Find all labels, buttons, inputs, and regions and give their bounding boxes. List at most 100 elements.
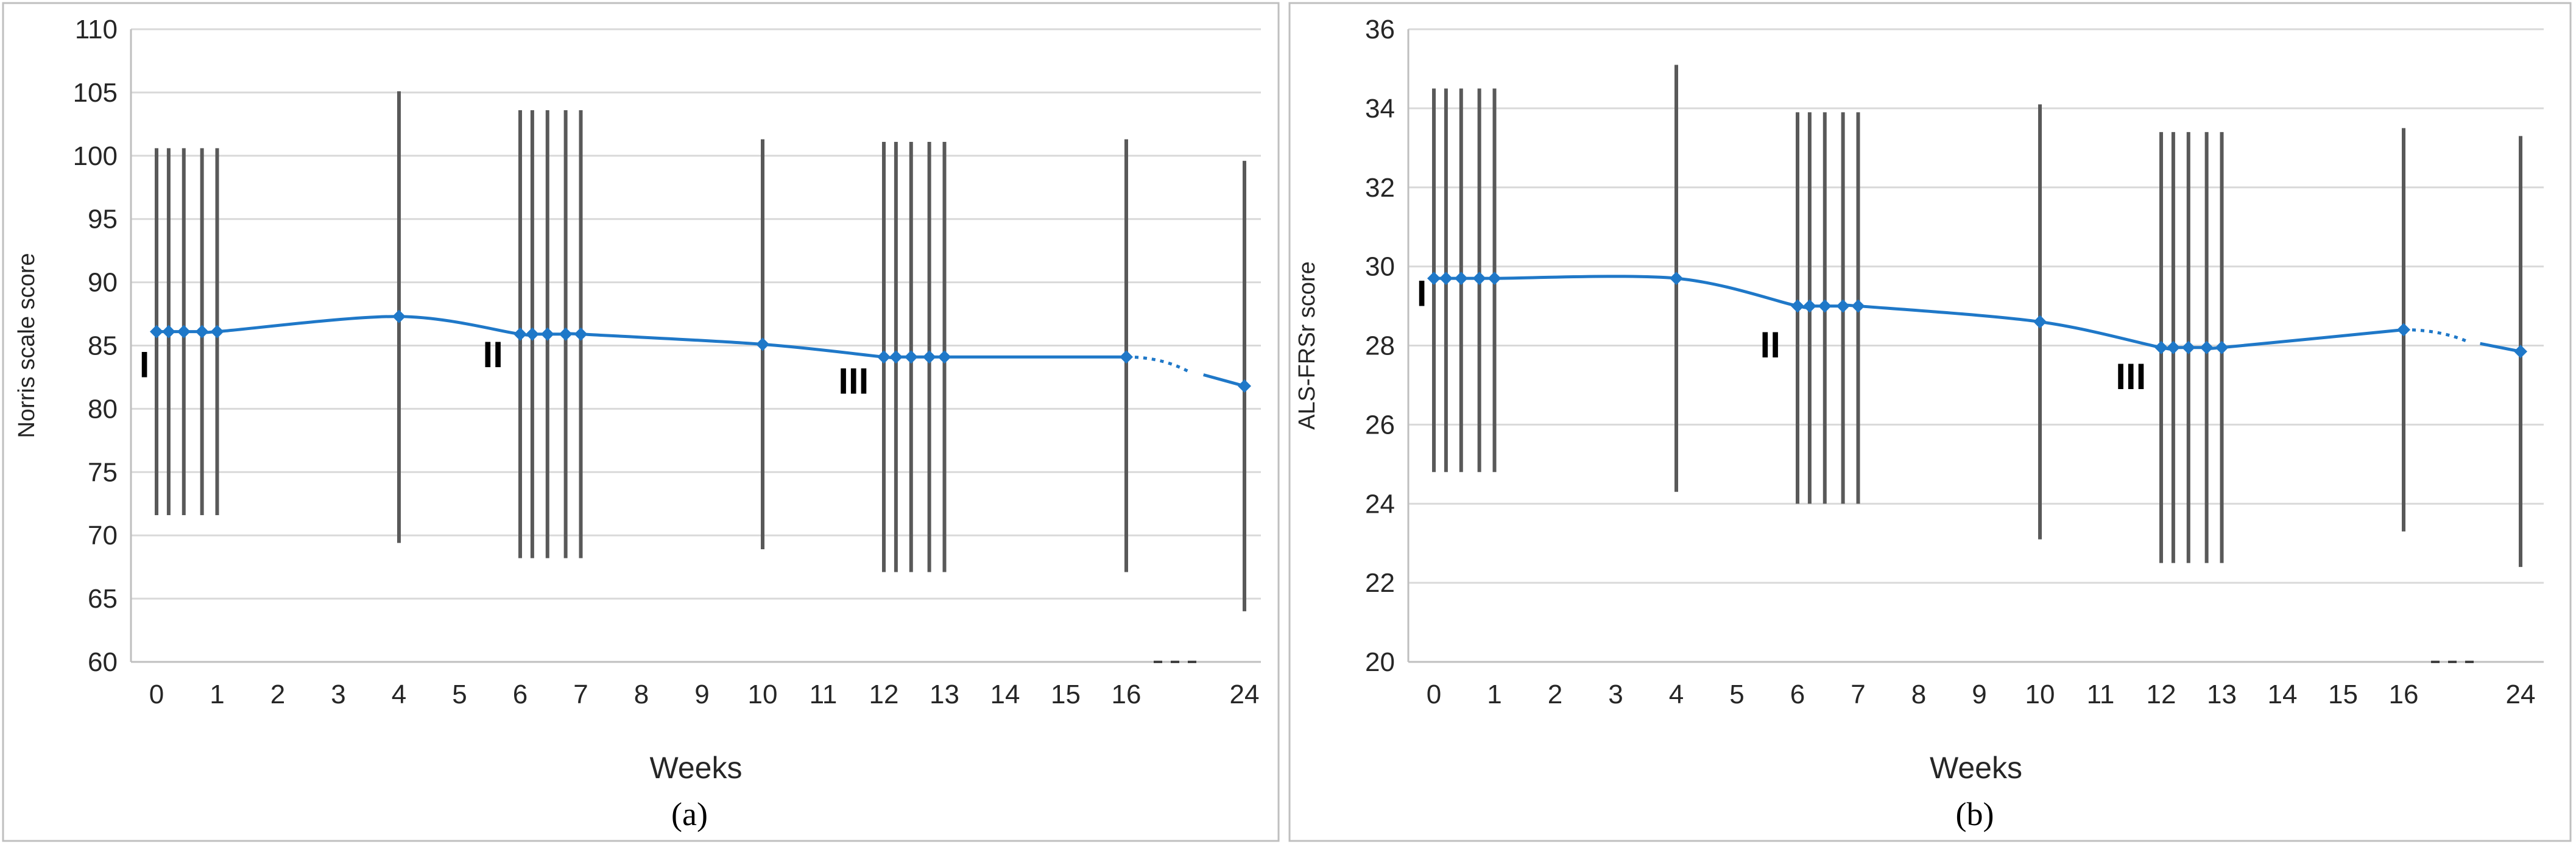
y-tick-label: 105 <box>73 78 118 108</box>
data-point <box>1487 272 1501 286</box>
data-point <box>1851 299 1865 313</box>
x-tick-label: 6 <box>513 680 528 709</box>
panel-border <box>1288 2 2572 842</box>
data-point <box>525 327 539 341</box>
data-point <box>177 325 191 339</box>
data-point <box>559 327 573 341</box>
y-tick-label: 24 <box>1365 489 1395 519</box>
y-tick-label: 30 <box>1365 252 1395 282</box>
x-tick-label: 16 <box>1112 680 1142 709</box>
data-point <box>2397 323 2410 337</box>
data-point <box>2033 315 2047 329</box>
data-point <box>161 325 175 339</box>
phase-label: III <box>838 360 869 401</box>
x-tick-label: 13 <box>2207 680 2237 709</box>
y-tick-label: 28 <box>1365 331 1395 361</box>
x-tick-label: 24 <box>2506 680 2536 709</box>
x-tick-label: 8 <box>1911 680 1926 709</box>
data-point <box>922 350 936 364</box>
data-point <box>1802 299 1816 313</box>
x-tick-label: 14 <box>990 680 1020 709</box>
x-tick-label: 2 <box>1548 680 1562 709</box>
x-tick-label: 0 <box>1427 680 1441 709</box>
data-point <box>1836 299 1850 313</box>
data-point <box>392 309 406 323</box>
x-tick-label: 10 <box>2025 680 2055 709</box>
phase-label: I <box>1417 273 1427 314</box>
y-tick-label: 60 <box>88 647 118 677</box>
y-tick-label: 22 <box>1365 568 1395 598</box>
y-tick-label: 95 <box>88 205 118 234</box>
series-line-break <box>1126 355 1192 374</box>
x-tick-label: 11 <box>810 680 838 709</box>
y-tick-label: 85 <box>88 331 118 361</box>
x-tick-label: 9 <box>694 680 709 709</box>
y-tick-label: 100 <box>73 141 118 171</box>
series-line-tail <box>2480 342 2521 353</box>
x-tick-label: 5 <box>452 680 467 709</box>
x-tick-label: 9 <box>1972 680 1986 709</box>
data-point <box>1238 379 1251 393</box>
x-tick-label: 11 <box>2087 680 2115 709</box>
data-point <box>2215 340 2229 354</box>
x-tick-label: 12 <box>869 680 899 709</box>
y-tick-label: 90 <box>88 268 118 298</box>
x-axis-title: Weeks <box>650 751 743 785</box>
data-point <box>1818 299 1832 313</box>
x-tick-label: 14 <box>2268 680 2298 709</box>
x-tick-label: 4 <box>392 680 406 709</box>
data-point <box>2514 345 2527 359</box>
x-tick-label: 3 <box>331 680 345 709</box>
series-line-break <box>2403 328 2469 343</box>
data-point <box>1427 272 1441 286</box>
x-tick-label: 1 <box>210 680 224 709</box>
series-line-tail <box>1203 373 1245 388</box>
data-point <box>1670 272 1683 286</box>
panel-caption: (b) <box>1956 796 1994 832</box>
data-point <box>1454 272 1468 286</box>
phase-label: III <box>2115 356 2146 397</box>
x-tick-label: 16 <box>2389 680 2419 709</box>
x-tick-label: 13 <box>930 680 959 709</box>
y-axis-title: ALS-FRSr score <box>1294 261 1320 430</box>
x-axis-title: Weeks <box>1930 751 2022 785</box>
x-tick-label: 7 <box>573 680 588 709</box>
y-tick-label: 36 <box>1365 15 1395 44</box>
x-tick-label: 0 <box>149 680 164 709</box>
y-tick-label: 26 <box>1365 410 1395 440</box>
x-tick-label: 6 <box>1790 680 1805 709</box>
data-point <box>877 350 891 364</box>
y-tick-label: 75 <box>88 457 118 487</box>
data-point <box>150 325 163 339</box>
x-tick-label: 8 <box>634 680 649 709</box>
data-point <box>540 327 554 341</box>
data-point <box>574 327 588 341</box>
y-tick-label: 80 <box>88 394 118 424</box>
x-tick-label: 7 <box>1851 680 1865 709</box>
y-tick-label: 32 <box>1365 173 1395 203</box>
data-point <box>2154 340 2168 354</box>
y-tick-label: 65 <box>88 584 118 614</box>
x-tick-label: 2 <box>270 680 285 709</box>
x-tick-label: 15 <box>1051 680 1081 709</box>
panel-caption: (a) <box>671 796 708 832</box>
x-tick-label: 12 <box>2147 680 2176 709</box>
data-point <box>756 337 769 351</box>
y-tick-label: 20 <box>1365 647 1395 677</box>
y-tick-label: 110 <box>75 15 118 44</box>
x-tick-label: 4 <box>1669 680 1684 709</box>
y-tick-label: 34 <box>1365 94 1395 124</box>
phase-label: II <box>483 334 503 375</box>
data-point <box>1791 299 1804 313</box>
data-point <box>2200 340 2214 354</box>
data-point <box>2181 340 2195 354</box>
data-point <box>1120 350 1133 364</box>
x-tick-label: 10 <box>748 680 778 709</box>
x-tick-label: 1 <box>1487 680 1501 709</box>
x-tick-label: 3 <box>1608 680 1623 709</box>
y-tick-label: 70 <box>88 521 118 550</box>
data-point <box>1439 272 1453 286</box>
